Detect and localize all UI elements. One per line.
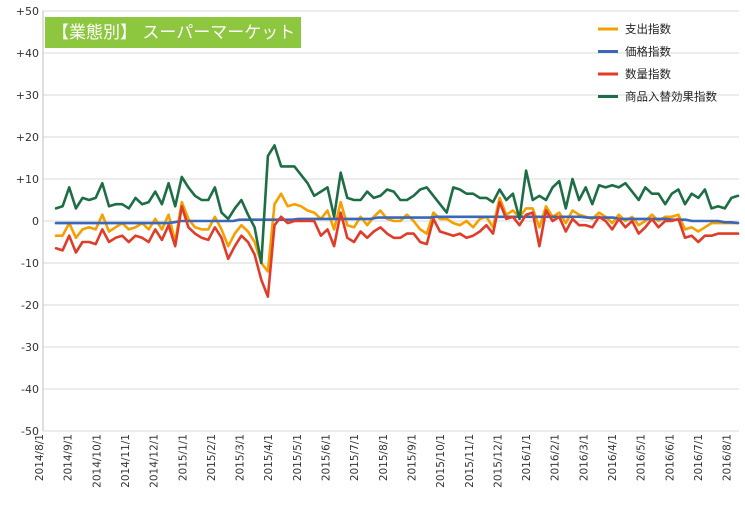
x-tick-label: 2016/2/1 [550, 434, 562, 481]
x-tick-label: 2015/10/1 [435, 434, 447, 488]
x-tick-label: 2014/10/1 [91, 434, 103, 488]
series-lines [54, 144, 740, 298]
x-tick-label: 2016/8/1 [722, 434, 734, 481]
series-line-1 [54, 215, 740, 225]
x-tick-label: 2014/9/1 [63, 434, 75, 481]
series-line-3 [54, 144, 740, 265]
y-tick-label: -20 [21, 299, 39, 312]
y-tick-label: +30 [16, 89, 39, 102]
x-tick-label: 2016/4/1 [607, 434, 619, 481]
x-tick-label: 2016/3/1 [578, 434, 590, 481]
y-tick-label: +10 [16, 173, 39, 186]
chart-title-box: 【業態別】 スーパーマーケット [45, 17, 301, 48]
y-tick-label: +40 [16, 47, 39, 60]
y-tick-label: -10 [21, 257, 39, 270]
y-tick-label: -50 [21, 425, 39, 438]
x-tick-label: 2015/6/1 [321, 434, 333, 481]
chart-title-background [45, 17, 301, 48]
x-tick-label: 2014/12/1 [149, 434, 161, 488]
y-tick-label: +50 [16, 5, 39, 18]
y-axis-tick-labels: +50 +40 +30 +20 +10 0 -10 -20 -30 -40 -50 [16, 5, 39, 438]
x-tick-label: 2015/7/1 [349, 434, 361, 481]
x-tick-label: 2015/3/1 [235, 434, 247, 481]
legend-label: 価格指数 [625, 45, 671, 59]
x-tick-label: 2014/8/1 [34, 434, 46, 481]
x-tick-label: 2016/7/1 [693, 434, 705, 481]
y-tick-label: -40 [21, 383, 39, 396]
legend-label: 商品入替効果指数 [625, 90, 717, 104]
x-tick-label: 2016/1/1 [521, 434, 533, 481]
x-tick-label: 2014/11/1 [120, 434, 132, 488]
y-tick-label: 0 [32, 215, 39, 228]
x-tick-label: 2015/2/1 [206, 434, 218, 481]
x-tick-label: 2016/5/1 [636, 434, 648, 481]
x-tick-label: 2016/6/1 [664, 434, 676, 481]
x-tick-label: 2015/9/1 [406, 434, 418, 481]
chart-title: 【業態別】 スーパーマーケット [52, 23, 295, 43]
x-tick-label: 2015/8/1 [378, 434, 390, 481]
x-tick-label: 2015/5/1 [292, 434, 304, 481]
y-tick-label: +20 [16, 131, 39, 144]
x-tick-label: 2015/1/1 [177, 434, 189, 481]
x-tick-label: 2015/12/1 [492, 434, 504, 488]
x-tick-label: 2015/11/1 [464, 434, 476, 488]
series-line-2 [54, 200, 740, 298]
y-tick-label: -30 [21, 341, 39, 354]
legend-label: 数量指数 [625, 67, 671, 81]
x-tick-label: 2015/4/1 [263, 434, 275, 481]
x-axis-tick-labels: 2014/8/1 2014/9/1 2014/10/1 2014/11/1 2014/1… [34, 434, 734, 488]
legend-label: 支出指数 [625, 22, 671, 36]
